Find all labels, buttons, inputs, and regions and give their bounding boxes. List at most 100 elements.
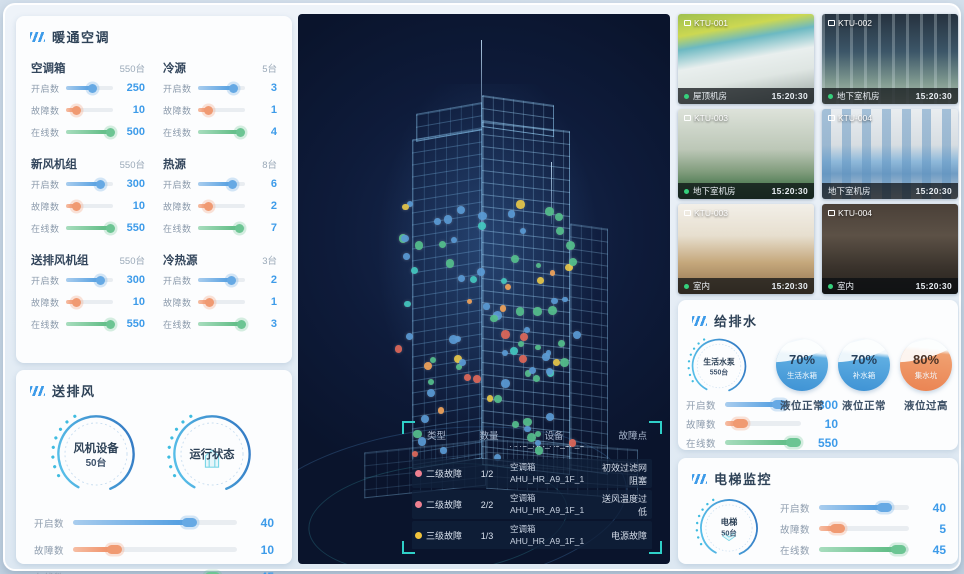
camera-timestamp: 15:20:30	[771, 91, 808, 101]
elevator-panel-title: 电梯监控	[714, 472, 773, 487]
camera-online-dot	[828, 93, 833, 99]
metric-row: 在线数 7	[163, 217, 277, 239]
building-dots	[298, 14, 670, 564]
antenna	[481, 40, 482, 126]
gauge-label: 风机设备	[73, 441, 119, 455]
fault-level-dot	[415, 470, 422, 477]
metric-value: 10	[132, 104, 145, 116]
metric-value: 10	[260, 542, 274, 557]
tank-percent: 70%	[850, 352, 878, 367]
camera-location: 屋顶机房	[693, 91, 728, 101]
tank-percent: 80%	[912, 352, 940, 367]
tank-status: 液位过高	[904, 400, 948, 412]
camera-tile-1[interactable]: KTU-001 屋顶机房 15:20:30	[678, 14, 814, 104]
hvac-group-heat-source: 热源 8台 开启数 6 故障数 2 在线数 7	[163, 147, 277, 239]
device-id: AHU_HR_A9_1F_1	[510, 535, 585, 546]
camera-icon	[828, 210, 835, 216]
gauge-label: 运行状态	[189, 447, 235, 461]
metric-bar	[819, 524, 909, 533]
camera-tile-3[interactable]: KTU-003 地下室机房 15:20:30	[678, 109, 814, 199]
camera-timestamp: 15:20:30	[915, 281, 952, 291]
hvac-group-fresh-air: 新风机组 550台 开启数 300 故障数 10 在线数 550	[31, 147, 145, 239]
metric-bar	[725, 419, 801, 428]
metric-label: 在线数	[163, 223, 192, 234]
building-3d-view[interactable]: 类型 数量 设备 故障点 AHU_HR_A9_1F_1 二级故障 1/2 空调箱…	[298, 14, 670, 564]
fault-qty: 1/3	[480, 530, 494, 541]
metric-bar	[66, 127, 116, 137]
metric-bar	[198, 275, 245, 285]
water-pump-gauge: 生活水泵 550台	[687, 334, 751, 398]
device-type: 空调箱	[510, 524, 536, 535]
fault-table-header: 类型 数量 设备 故障点	[412, 426, 652, 446]
elevator-gauge: 电梯 50台	[695, 494, 763, 562]
fault-qty: 2/2	[480, 499, 494, 510]
fan-devices-gauge: 风机设备 50台	[51, 409, 141, 499]
metric-value: 300	[817, 397, 838, 412]
camera-id: KTU-001	[694, 18, 729, 28]
metric-label: 故障数	[31, 201, 60, 212]
metric-label: 故障数	[163, 105, 192, 116]
metric-bar	[66, 179, 113, 189]
metric-label: 故障数	[31, 105, 60, 116]
camera-tile-2[interactable]: KTU-002 地下室机房 15:20:30	[822, 14, 958, 104]
metric-value: 40	[260, 515, 274, 530]
metric-label: 开启数	[34, 518, 65, 530]
elevator-metrics: 开启数 40 故障数 5 在线数 45	[780, 497, 946, 560]
metric-row: 开启数 250	[31, 77, 145, 99]
camera-tile-4[interactable]: KTU-004 地下室机房 15:20:30	[822, 109, 958, 199]
group-count: 3台	[262, 256, 277, 267]
camera-id: KTU-004	[838, 208, 873, 218]
tank-name: 集水坑	[914, 371, 938, 380]
fault-point: 初效过滤网阻塞	[601, 462, 647, 486]
metric-label: 开启数	[31, 275, 60, 286]
table-row[interactable]: 二级故障 1/2 空调箱 AHU_HR_A9_1F_1 初效过滤网阻塞	[412, 459, 652, 488]
metric-bar	[66, 275, 113, 285]
metric-label: 开启数	[780, 503, 811, 515]
gauge-sub: 550台	[710, 368, 729, 377]
camera-grid: KTU-001 屋顶机房 15:20:30 KTU-002 地下室机房 15:20:…	[678, 14, 958, 294]
fault-level-dot	[415, 532, 422, 539]
metric-label: 开启数	[686, 400, 717, 412]
metric-bar	[198, 83, 245, 93]
tank-status: 液位正常	[842, 400, 886, 412]
metric-value: 10	[132, 296, 145, 308]
gauge-label: 生活水泵	[703, 357, 735, 367]
building-glyph-icon	[204, 449, 220, 468]
elevator-panel: 电梯监控 电梯 50台 开启数 40 故障数 5 在线数 45	[678, 458, 958, 564]
metric-row: 故障数 10	[34, 536, 274, 563]
metric-value: 10	[132, 200, 145, 212]
camera-id: KTU-003	[694, 113, 729, 123]
metric-row: 在线数 45	[34, 563, 274, 574]
camera-tile-5[interactable]: KTU-003 室内 15:20:30	[678, 204, 814, 294]
metric-row: 故障数 10	[686, 414, 838, 433]
camera-online-dot	[684, 188, 689, 194]
camera-icon	[828, 20, 835, 26]
metric-label: 故障数	[163, 201, 192, 212]
metric-label: 故障数	[34, 545, 65, 557]
metric-row: 开启数 40	[780, 497, 946, 518]
tank-gauge: 70% 补水箱	[838, 339, 890, 391]
table-row[interactable]: 三级故障 1/3 空调箱 AHU_HR_A9_1F_1 电源故障	[412, 521, 652, 549]
metric-bar	[819, 503, 909, 512]
metric-label: 开启数	[163, 179, 192, 190]
water-panel-title: 给排水	[714, 314, 758, 329]
camera-tile-6[interactable]: KTU-004 室内 15:20:30	[822, 204, 958, 294]
fault-level: 三级故障	[426, 531, 463, 541]
metric-row: 故障数 1	[163, 291, 277, 313]
table-row[interactable]: 二级故障 2/2 空调箱 AHU_HR_A9_1F_1 送风温度过低	[412, 490, 652, 519]
metric-row: 开启数 300	[31, 173, 145, 195]
metric-row: 故障数 10	[31, 291, 145, 313]
device-id: AHU_HR_A9_1F_1	[510, 473, 585, 484]
tank-name: 补水箱	[852, 371, 876, 380]
camera-icon	[684, 210, 691, 216]
metric-label: 在线数	[163, 127, 192, 138]
fault-table-rows: AHU_HR_A9_1F_1 二级故障 1/2 空调箱AHU_HR_A9_1F_…	[412, 446, 652, 549]
camera-icon	[828, 115, 835, 121]
bracket-icon	[649, 541, 662, 554]
hvac-group-cold-heat-source: 冷热源 3台 开启数 2 故障数 1 在线数 3	[163, 243, 277, 335]
device-cell: 空调箱 AHU_HR_A9_1F_1	[504, 462, 600, 484]
metric-label: 在线数	[34, 570, 68, 574]
metric-bar	[198, 201, 245, 211]
bracket-icon	[649, 421, 662, 434]
device-type: 空调箱	[510, 462, 536, 473]
